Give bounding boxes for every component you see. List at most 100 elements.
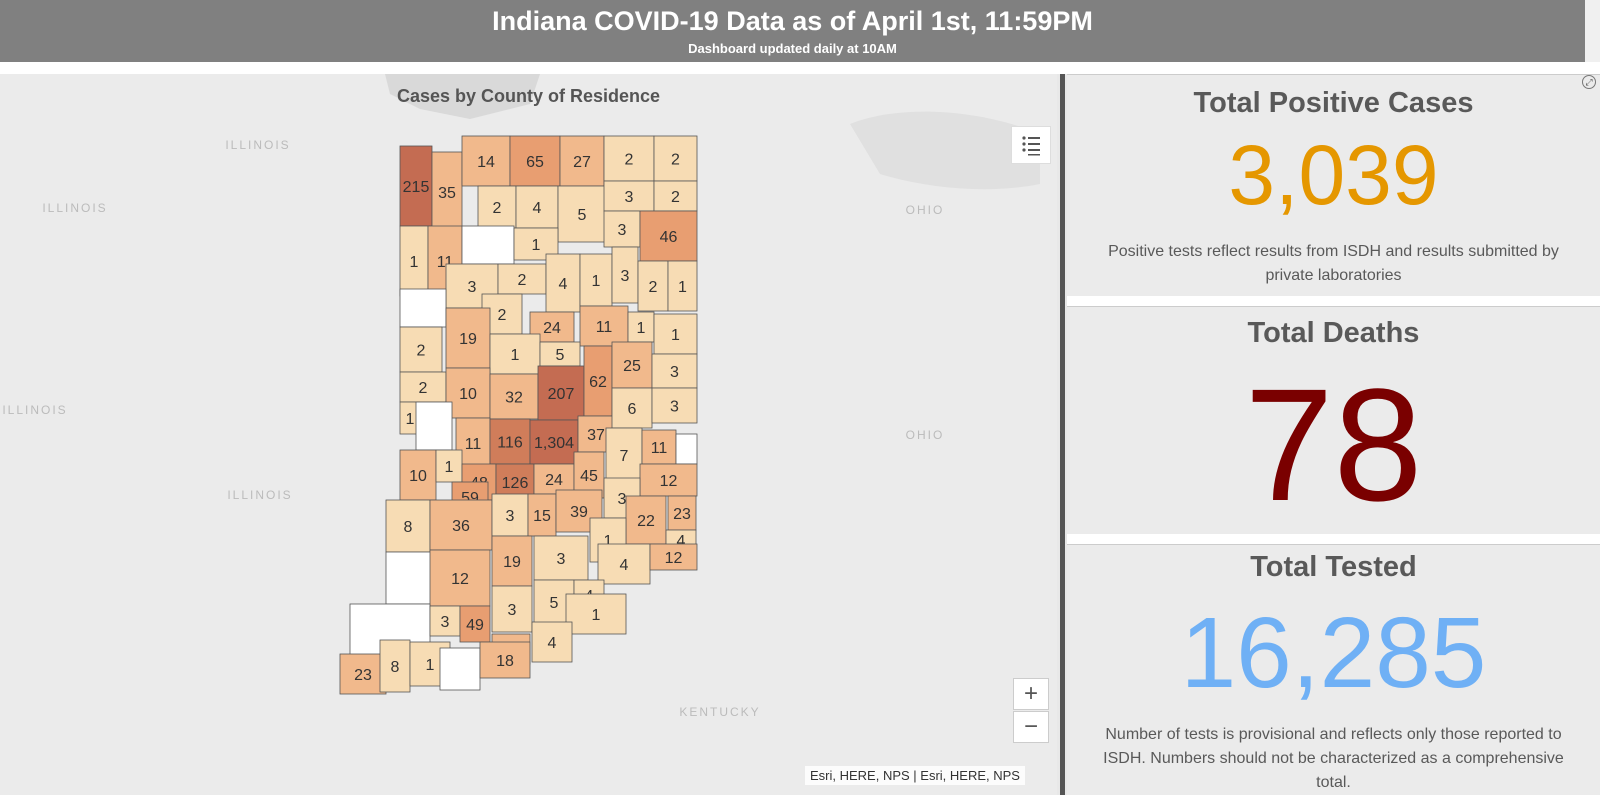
county-case-count: 23 (354, 667, 372, 684)
county-polygon[interactable] (339, 653, 387, 695)
county-polygon[interactable] (509, 135, 561, 187)
county-polygon[interactable] (533, 535, 589, 581)
county-polygon[interactable] (579, 253, 613, 307)
bg-label-illinois: ILLINOIS (42, 201, 107, 215)
county-polygon[interactable] (611, 387, 653, 429)
county-case-count: 6 (628, 401, 637, 418)
county-case-count: 3 (618, 222, 627, 239)
total-tested-title: Total Tested (1250, 551, 1417, 583)
county-polygon[interactable] (559, 135, 605, 187)
county-polygon[interactable] (639, 210, 698, 262)
county-case-count: 2 (498, 307, 507, 324)
county-polygon[interactable] (675, 433, 698, 465)
county-polygon[interactable] (399, 145, 433, 227)
county-polygon[interactable] (653, 313, 698, 355)
county-polygon[interactable] (529, 419, 579, 465)
county-polygon[interactable] (461, 225, 515, 265)
total-deaths-title: Total Deaths (1247, 317, 1420, 349)
county-polygon[interactable] (627, 311, 655, 343)
county-case-count: 32 (505, 390, 523, 407)
county-polygon[interactable] (399, 225, 429, 297)
county-polygon[interactable] (429, 499, 493, 551)
county-polygon[interactable] (667, 495, 697, 531)
county-case-count: 8 (404, 519, 413, 536)
county-case-count: 11 (651, 440, 668, 457)
county-polygon[interactable] (625, 495, 667, 545)
county-polygon[interactable] (653, 180, 698, 212)
county-polygon[interactable] (565, 593, 627, 635)
county-polygon[interactable] (583, 345, 613, 417)
county-case-count: 37 (587, 427, 605, 444)
county-polygon[interactable] (531, 621, 573, 663)
county-map-panel[interactable]: ILLINOIS ILLINOIS ILLINOIS ILLINOIS OHIO… (0, 74, 1057, 795)
page-scrollbar[interactable] (1585, 0, 1600, 62)
panel-divider[interactable] (1057, 74, 1067, 795)
map-attribution: Esri, HERE, NPS | Esri, HERE, NPS (805, 766, 1025, 785)
county-polygon[interactable] (545, 253, 581, 313)
county-polygon[interactable] (461, 135, 511, 187)
county-polygon[interactable] (445, 367, 491, 419)
county-polygon[interactable] (641, 429, 677, 465)
county-polygon[interactable] (399, 449, 437, 501)
county-polygon[interactable] (435, 449, 463, 483)
county-case-count: 11 (596, 319, 613, 336)
county-case-count: 27 (573, 154, 591, 171)
county-polygon[interactable] (491, 585, 533, 633)
county-case-count: 1 (592, 607, 601, 624)
county-polygon[interactable] (515, 185, 559, 229)
county-polygon[interactable] (533, 463, 575, 495)
county-polygon[interactable] (399, 326, 443, 373)
zoom-in-button[interactable]: + (1013, 678, 1049, 710)
county-case-count: 62 (589, 374, 607, 391)
county-polygon[interactable] (491, 493, 529, 537)
county-polygon[interactable] (605, 427, 643, 483)
county-case-count: 19 (459, 331, 477, 348)
county-polygon[interactable] (651, 353, 698, 389)
county-case-count: 25 (623, 358, 641, 375)
county-polygon[interactable] (445, 307, 491, 369)
county-polygon[interactable] (651, 387, 698, 424)
county-polygon[interactable] (637, 260, 669, 312)
county-polygon[interactable] (611, 246, 639, 304)
county-polygon[interactable] (431, 151, 463, 233)
total-positive-title: Total Positive Cases (1193, 87, 1474, 119)
county-case-count: 1 (671, 327, 680, 344)
county-polygon[interactable] (611, 341, 653, 389)
county-case-count: 45 (580, 468, 598, 485)
county-polygon[interactable] (429, 605, 461, 637)
expand-icon[interactable]: ⤢ (1582, 75, 1596, 89)
county-polygon[interactable] (385, 499, 431, 553)
legend-button[interactable] (1011, 126, 1051, 164)
county-polygon[interactable] (497, 263, 547, 295)
county-polygon[interactable] (527, 493, 557, 537)
county-polygon[interactable] (603, 210, 641, 248)
county-case-count: 3 (468, 279, 477, 296)
zoom-out-button[interactable]: − (1013, 711, 1049, 743)
county-polygon[interactable] (491, 535, 533, 587)
county-case-count: 65 (526, 154, 544, 171)
county-polygon[interactable] (429, 549, 491, 607)
county-polygon[interactable] (459, 605, 491, 643)
county-polygon[interactable] (579, 305, 629, 347)
county-case-count: 24 (545, 472, 563, 489)
county-case-count: 5 (578, 207, 587, 224)
county-map[interactable]: ILLINOIS ILLINOIS ILLINOIS ILLINOIS OHIO… (0, 74, 1057, 795)
county-polygon[interactable] (385, 551, 433, 605)
county-polygon[interactable] (439, 647, 481, 691)
county-polygon[interactable] (399, 288, 447, 328)
bg-label-ohio: OHIO (906, 428, 945, 442)
county-polygon[interactable] (649, 543, 698, 571)
county-case-count: 2 (417, 343, 426, 360)
county-polygon[interactable] (603, 135, 655, 182)
county-polygon[interactable] (379, 639, 411, 693)
county-polygon[interactable] (667, 260, 698, 312)
map-title: Cases by County of Residence (396, 86, 661, 106)
county-case-count: 2 (493, 200, 502, 217)
county-case-count: 3 (621, 268, 630, 285)
county-polygon[interactable] (479, 641, 531, 679)
county-polygon[interactable] (415, 401, 453, 451)
county-polygon[interactable] (603, 180, 655, 212)
dashboard-header: Indiana COVID-19 Data as of April 1st, 1… (0, 0, 1585, 62)
county-polygon[interactable] (399, 371, 447, 403)
